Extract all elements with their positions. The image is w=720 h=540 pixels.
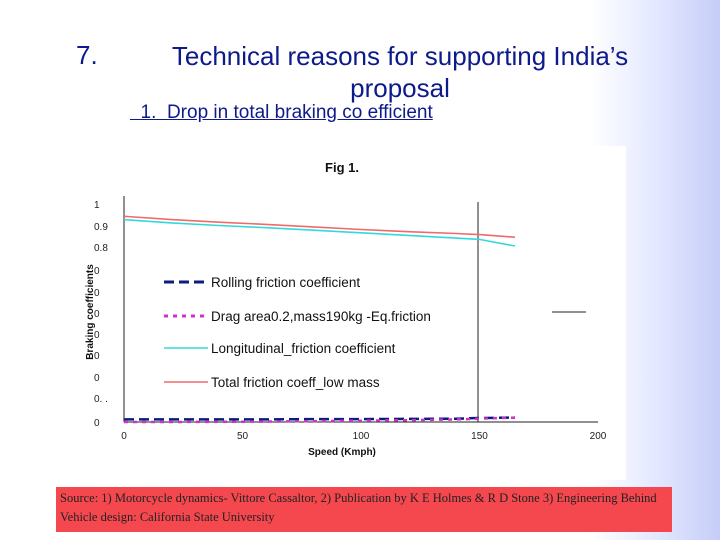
legend-label: Drag area0.2,mass190kg -Eq.friction — [211, 309, 431, 324]
y-tick-label: 0.8 — [94, 243, 108, 254]
y-tick-label: 0 — [94, 351, 100, 362]
slide-title: 7. Technical reasons for supporting Indi… — [0, 36, 720, 103]
chart-title: Fig 1. — [325, 160, 359, 175]
slide-title-text: Technical reasons for supporting India’s… — [171, 41, 629, 103]
y-tick-label: 0 — [94, 288, 100, 299]
slide-subtitle: 1. Drop in total braking co efficient — [130, 102, 433, 123]
legend-label: Total friction coeff_low mass — [211, 375, 380, 390]
line-chart: Fig 1. 1 0.9 0.8 0 0 0 0 0 0 0. . 0 0 50 100 150 200 Spee… — [85, 160, 607, 458]
series-line-1 — [124, 416, 516, 421]
y-tick-label: 1 — [94, 200, 100, 211]
y-tick-label: 0 — [94, 266, 100, 277]
slide-number: 7. — [76, 40, 98, 70]
x-tick-label: 0 — [121, 431, 127, 442]
series-line-4 — [123, 215, 516, 238]
x-axis-label: Speed (Kmph) — [308, 447, 376, 458]
x-tick-label: 150 — [471, 431, 488, 442]
source-citation: Source: 1) Motorcycle dynamics- Vittore … — [56, 487, 672, 532]
y-tick-label: 0 — [94, 309, 100, 320]
x-tick-label: 100 — [353, 431, 370, 442]
series-line-2 — [124, 416, 516, 424]
x-tick-label: 200 — [590, 431, 607, 442]
y-axis-label: Braking coefficients — [85, 264, 96, 360]
y-tick-label: 0 — [94, 330, 100, 341]
chart-figure: Fig 1. 1 0.9 0.8 0 0 0 0 0 0 0. . 0 0 50 100 150 200 Spee… — [58, 146, 626, 480]
x-tick-label: 50 — [237, 431, 249, 442]
y-tick-label: 0 — [94, 373, 100, 384]
y-tick-label: 0.9 — [94, 222, 108, 233]
y-tick-label: 0 — [94, 418, 100, 429]
y-tick-label: 0. . — [94, 394, 108, 405]
series-line-3 — [123, 218, 516, 247]
legend-label: Longitudinal_friction coefficient — [211, 341, 396, 356]
legend-label: Rolling friction coefficient — [211, 275, 360, 290]
